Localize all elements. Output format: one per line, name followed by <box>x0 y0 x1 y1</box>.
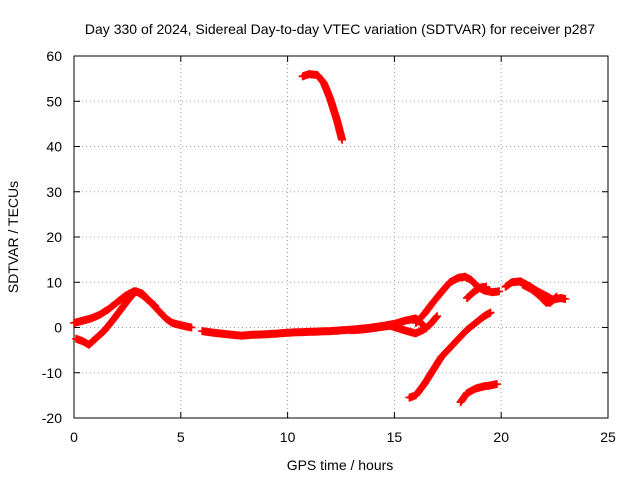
y-tick-label: -10 <box>42 365 62 381</box>
x-tick-label: 25 <box>600 429 616 445</box>
axis-ticks: 0 5 10 15 20 25 -20 -10 0 10 20 30 40 50 60 <box>42 48 616 445</box>
series-track-5 <box>298 70 347 144</box>
y-axis-title: SDTVAR / TECUs <box>5 181 21 293</box>
y-tick-label: 10 <box>46 274 62 290</box>
x-tick-label: 15 <box>387 429 403 445</box>
x-axis-title: GPS time / hours <box>287 457 394 473</box>
data-point-markers <box>405 308 495 402</box>
x-tick-label: 5 <box>177 429 185 445</box>
chart-title: Day 330 of 2024, Sidereal Day-to-day VTE… <box>85 21 595 37</box>
data-points <box>70 70 570 407</box>
series-track-2 <box>72 287 160 349</box>
series-track-6 <box>405 308 495 402</box>
data-point-markers <box>456 380 501 407</box>
series-track-8 <box>463 282 491 303</box>
x-tick-label: 20 <box>493 429 509 445</box>
data-point-markers <box>298 70 347 144</box>
data-point-markers <box>411 272 504 327</box>
x-tick-label: 10 <box>280 429 296 445</box>
grid <box>74 56 608 418</box>
y-tick-label: 20 <box>46 229 62 245</box>
series-track-7 <box>411 272 504 327</box>
y-tick-label: 60 <box>46 48 62 64</box>
data-point-markers <box>463 282 491 303</box>
y-tick-label: 30 <box>46 184 62 200</box>
series-track-9 <box>456 380 501 407</box>
y-tick-label: 0 <box>54 320 62 336</box>
series-track-11 <box>518 280 561 307</box>
y-tick-label: 40 <box>46 139 62 155</box>
data-point-markers <box>72 287 160 349</box>
x-tick-label: 0 <box>70 429 78 445</box>
data-point-markers <box>347 312 442 338</box>
data-point-markers <box>518 280 561 307</box>
series-track-4 <box>347 312 442 338</box>
y-tick-label: -20 <box>42 410 62 426</box>
y-tick-label: 50 <box>46 93 62 109</box>
